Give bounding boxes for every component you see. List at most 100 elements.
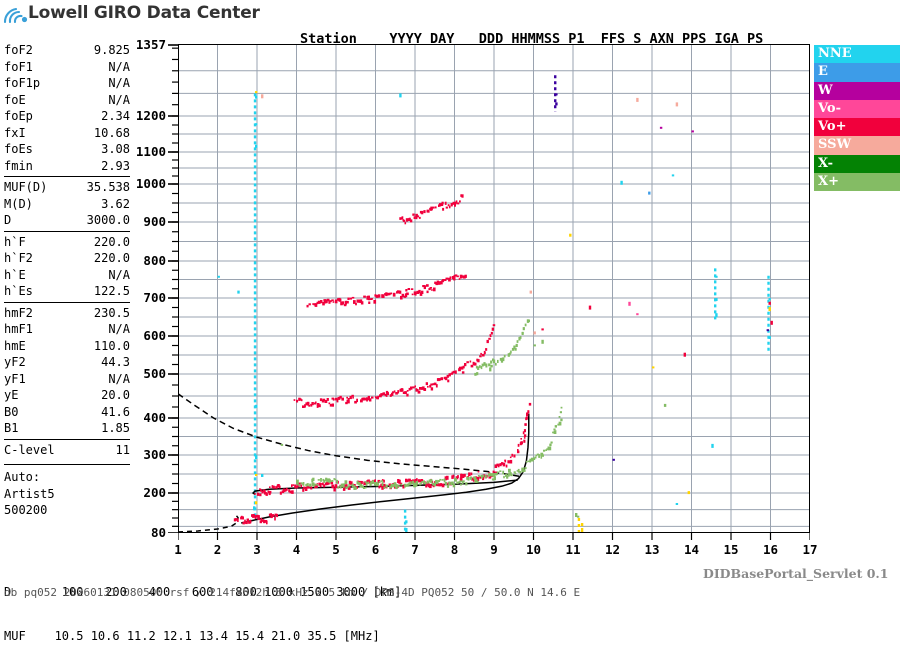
echo-point bbox=[466, 476, 469, 480]
echo-point bbox=[482, 477, 485, 481]
echo-point bbox=[558, 421, 562, 426]
param-row: yF1 N/A bbox=[4, 371, 130, 388]
echo-point bbox=[398, 485, 401, 488]
interference-speckle bbox=[580, 523, 584, 526]
echo-point bbox=[282, 488, 286, 493]
echo-point bbox=[454, 203, 456, 207]
echo-point bbox=[455, 200, 458, 204]
echo-point bbox=[464, 274, 467, 278]
echo-point bbox=[318, 404, 321, 408]
echo-point bbox=[333, 478, 336, 480]
echo-point bbox=[462, 365, 465, 369]
echo-point bbox=[510, 473, 513, 477]
echo-point bbox=[511, 347, 515, 351]
echo-point bbox=[406, 479, 409, 483]
echo-point bbox=[423, 210, 426, 214]
ionogram-plot[interactable] bbox=[168, 44, 810, 540]
echo-point bbox=[352, 396, 354, 399]
echo-point bbox=[481, 474, 483, 479]
legend-item-label: NNE bbox=[818, 46, 852, 61]
param-value: 11 bbox=[115, 442, 130, 457]
echo-point bbox=[488, 475, 492, 479]
echo-point bbox=[415, 213, 418, 217]
echo-point bbox=[528, 319, 530, 323]
echo-point bbox=[393, 482, 397, 486]
echo-point bbox=[446, 475, 449, 480]
echo-point bbox=[503, 475, 505, 479]
interference-speckle bbox=[620, 180, 623, 185]
echo-point bbox=[369, 483, 372, 487]
echo-point bbox=[507, 353, 510, 357]
interference-speckle bbox=[768, 307, 771, 312]
echo-point bbox=[314, 303, 318, 307]
echo-point bbox=[388, 483, 391, 487]
legend-item-x[interactable]: X+ bbox=[814, 173, 900, 192]
echo-point bbox=[454, 477, 457, 482]
echo-point bbox=[496, 463, 498, 467]
legend-item-e[interactable]: E bbox=[814, 63, 900, 82]
echo-point bbox=[396, 484, 399, 487]
echo-point bbox=[277, 484, 280, 488]
ionogram-canvas[interactable] bbox=[178, 44, 810, 533]
legend-item-vo[interactable]: Vo- bbox=[814, 99, 900, 119]
legend-item-nne[interactable]: NNE bbox=[814, 45, 900, 64]
legend-item-x[interactable]: X- bbox=[814, 154, 900, 174]
x-tick-label: 3 bbox=[253, 542, 261, 557]
param-row: foE N/A bbox=[4, 92, 130, 109]
echo-point bbox=[452, 370, 456, 374]
echo-point bbox=[310, 403, 313, 407]
echo-point bbox=[455, 370, 457, 374]
legend-item-ssw[interactable]: SSW bbox=[814, 136, 900, 155]
legend-item-vo[interactable]: Vo+ bbox=[814, 118, 900, 137]
echo-point bbox=[526, 412, 529, 416]
echo-point bbox=[313, 483, 316, 486]
echo-point bbox=[506, 475, 509, 479]
echo-point bbox=[456, 481, 459, 485]
echo-point bbox=[347, 400, 350, 404]
echo-point bbox=[304, 487, 308, 491]
echo-point bbox=[346, 396, 348, 399]
interference-speckle bbox=[691, 130, 694, 133]
interference-speckle bbox=[575, 513, 578, 517]
echo-point bbox=[331, 484, 335, 489]
param-key: h`F2 bbox=[4, 251, 33, 265]
echo-point bbox=[337, 298, 339, 301]
echo-point bbox=[529, 458, 532, 463]
echo-point bbox=[286, 487, 288, 491]
echo-point bbox=[345, 486, 348, 490]
echo-point bbox=[363, 295, 366, 298]
echo-point bbox=[401, 293, 405, 298]
parameter-panel: foF2 9.825 foF1 N/A foF1p N/A foE N/A foEp 2.… bbox=[4, 42, 130, 519]
legend-item-w[interactable]: W bbox=[814, 81, 900, 100]
echo-point bbox=[484, 352, 486, 354]
param-group-muf: MUF(D) 35.538 M(D) 3.62 D 3000.0 bbox=[4, 176, 130, 231]
echo-point bbox=[295, 485, 298, 489]
echo-point bbox=[338, 297, 341, 302]
echo-point bbox=[514, 472, 517, 475]
interference-speckle bbox=[255, 404, 258, 408]
echo-point bbox=[499, 357, 503, 361]
echo-point bbox=[460, 473, 463, 478]
param-key: yF1 bbox=[4, 371, 26, 386]
param-row: B1 1.85 bbox=[4, 420, 130, 437]
app-title: Lowell GIRO Data Center bbox=[28, 3, 260, 23]
echo-point bbox=[516, 470, 519, 472]
param-value: 220.0 bbox=[93, 251, 130, 265]
echo-point bbox=[480, 366, 483, 370]
echo-point bbox=[271, 514, 275, 517]
echo-point bbox=[441, 203, 444, 206]
echo-point bbox=[416, 215, 420, 218]
echo-point bbox=[267, 490, 270, 494]
echo-point bbox=[390, 484, 393, 488]
y-tick-label: 1357 bbox=[135, 37, 166, 52]
logo-dot-icon bbox=[21, 16, 28, 23]
echo-point bbox=[523, 469, 526, 472]
echo-point bbox=[508, 468, 511, 473]
echo-point bbox=[366, 481, 369, 483]
interference-speckle bbox=[683, 352, 686, 357]
echo-point bbox=[312, 477, 315, 481]
echo-point bbox=[354, 486, 357, 490]
interference-speckle bbox=[261, 94, 264, 99]
echo-point bbox=[414, 293, 417, 296]
echo-point bbox=[320, 478, 322, 482]
